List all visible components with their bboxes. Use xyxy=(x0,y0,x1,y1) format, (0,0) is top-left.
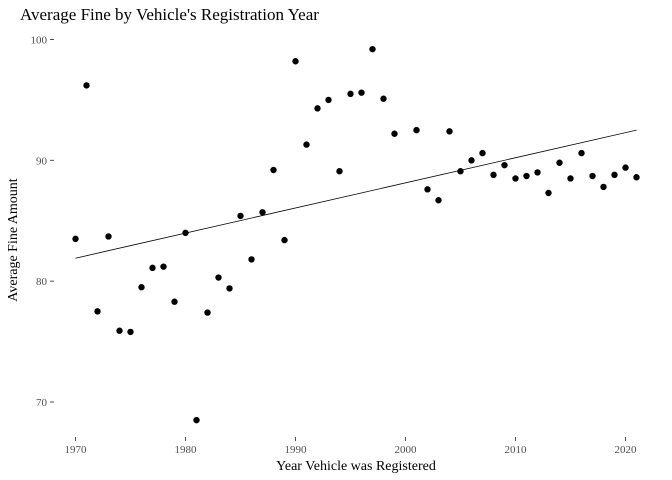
data-point xyxy=(589,172,596,180)
data-point xyxy=(303,141,310,148)
data-point xyxy=(72,235,79,243)
data-point xyxy=(600,183,607,191)
x-tick-label: 1990 xyxy=(285,444,308,456)
chart-title: Average Fine by Vehicle's Registration Y… xyxy=(20,5,319,24)
data-point xyxy=(622,164,629,171)
x-tick-label: 2020 xyxy=(615,444,638,456)
data-point xyxy=(116,327,123,334)
data-point xyxy=(281,236,288,244)
data-point xyxy=(105,233,112,240)
data-point xyxy=(193,416,200,424)
plot-area xyxy=(72,45,640,424)
data-point xyxy=(314,105,321,112)
data-point xyxy=(270,166,277,174)
x-tick-label: 1970 xyxy=(65,444,88,456)
data-point xyxy=(468,157,475,164)
data-point xyxy=(325,96,332,104)
data-point xyxy=(457,168,464,175)
data-point xyxy=(479,149,486,157)
data-point xyxy=(380,95,387,102)
y-tick-label: 90 xyxy=(36,155,48,167)
x-axis-title: Year Vehicle was Registered xyxy=(276,459,436,474)
data-point xyxy=(226,285,233,292)
data-point xyxy=(182,229,189,237)
data-point xyxy=(215,274,222,281)
data-point xyxy=(424,186,431,193)
data-point xyxy=(237,212,244,220)
data-point xyxy=(259,209,266,216)
data-point xyxy=(149,264,156,272)
data-point xyxy=(347,90,354,98)
data-point xyxy=(358,89,365,96)
data-point xyxy=(336,168,343,175)
y-axis-title: Average Fine Amount xyxy=(6,178,21,301)
data-point xyxy=(446,128,453,135)
data-point xyxy=(127,328,134,336)
trend-line xyxy=(75,129,637,259)
x-tick-label: 1980 xyxy=(175,444,198,456)
data-point xyxy=(248,256,255,263)
y-tick-label: 80 xyxy=(36,276,48,288)
data-point xyxy=(435,197,442,204)
data-point xyxy=(83,82,90,89)
x-tick-label: 2000 xyxy=(395,444,418,456)
data-point xyxy=(501,161,508,169)
data-point xyxy=(556,159,563,166)
data-point xyxy=(160,263,167,270)
data-point xyxy=(138,284,145,291)
data-point xyxy=(512,175,519,182)
data-point xyxy=(578,149,585,157)
data-point xyxy=(611,171,618,179)
data-point xyxy=(369,45,376,53)
data-point xyxy=(391,130,398,137)
y-axis: 70 80 90 100 xyxy=(31,35,54,409)
data-point xyxy=(292,58,299,65)
data-point xyxy=(523,172,530,180)
x-tick-label: 2010 xyxy=(505,444,528,456)
data-point xyxy=(567,175,574,182)
data-point xyxy=(171,298,178,305)
data-point xyxy=(534,169,541,176)
data-point xyxy=(94,308,101,315)
y-tick-label: 70 xyxy=(36,397,48,409)
data-point xyxy=(490,171,497,179)
x-axis: 1970 1980 1990 2000 2010 2020 xyxy=(65,437,638,456)
y-tick-label: 100 xyxy=(31,35,48,47)
data-point xyxy=(413,126,420,134)
data-point xyxy=(545,189,552,197)
data-point xyxy=(204,309,211,316)
data-point xyxy=(633,174,640,181)
